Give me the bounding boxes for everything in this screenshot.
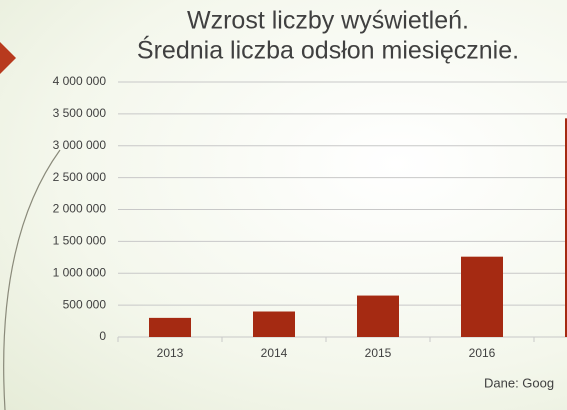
x-tick-label: 2014 xyxy=(261,346,288,360)
bar xyxy=(565,118,567,338)
y-tick-label: 1 000 000 xyxy=(53,265,107,279)
y-tick-label: 0 xyxy=(99,329,106,343)
bar xyxy=(253,311,295,337)
x-tick-label: 2015 xyxy=(365,346,392,360)
chart-title: Wzrost liczby wyświetleń. xyxy=(187,7,469,35)
y-tick-label: 2 000 000 xyxy=(53,202,107,216)
y-tick-label: 1 500 000 xyxy=(53,234,107,248)
y-tick-label: 2 500 000 xyxy=(53,170,107,184)
bar xyxy=(149,317,191,337)
bar xyxy=(357,295,399,337)
y-tick-label: 3 500 000 xyxy=(53,106,107,120)
source-note: Dane: Goog xyxy=(484,375,554,390)
y-tick-label: 3 000 000 xyxy=(53,138,107,152)
bar xyxy=(461,256,503,337)
x-tick-label: 2013 xyxy=(157,346,184,360)
y-tick-label: 4 000 000 xyxy=(53,74,107,88)
decor-triangle xyxy=(0,42,16,74)
x-tick-label: 2016 xyxy=(469,346,496,360)
decor-arc xyxy=(3,149,61,410)
y-tick-label: 500 000 xyxy=(63,297,107,311)
chart-title: Średnia liczba odsłon miesięcznie. xyxy=(137,35,519,65)
